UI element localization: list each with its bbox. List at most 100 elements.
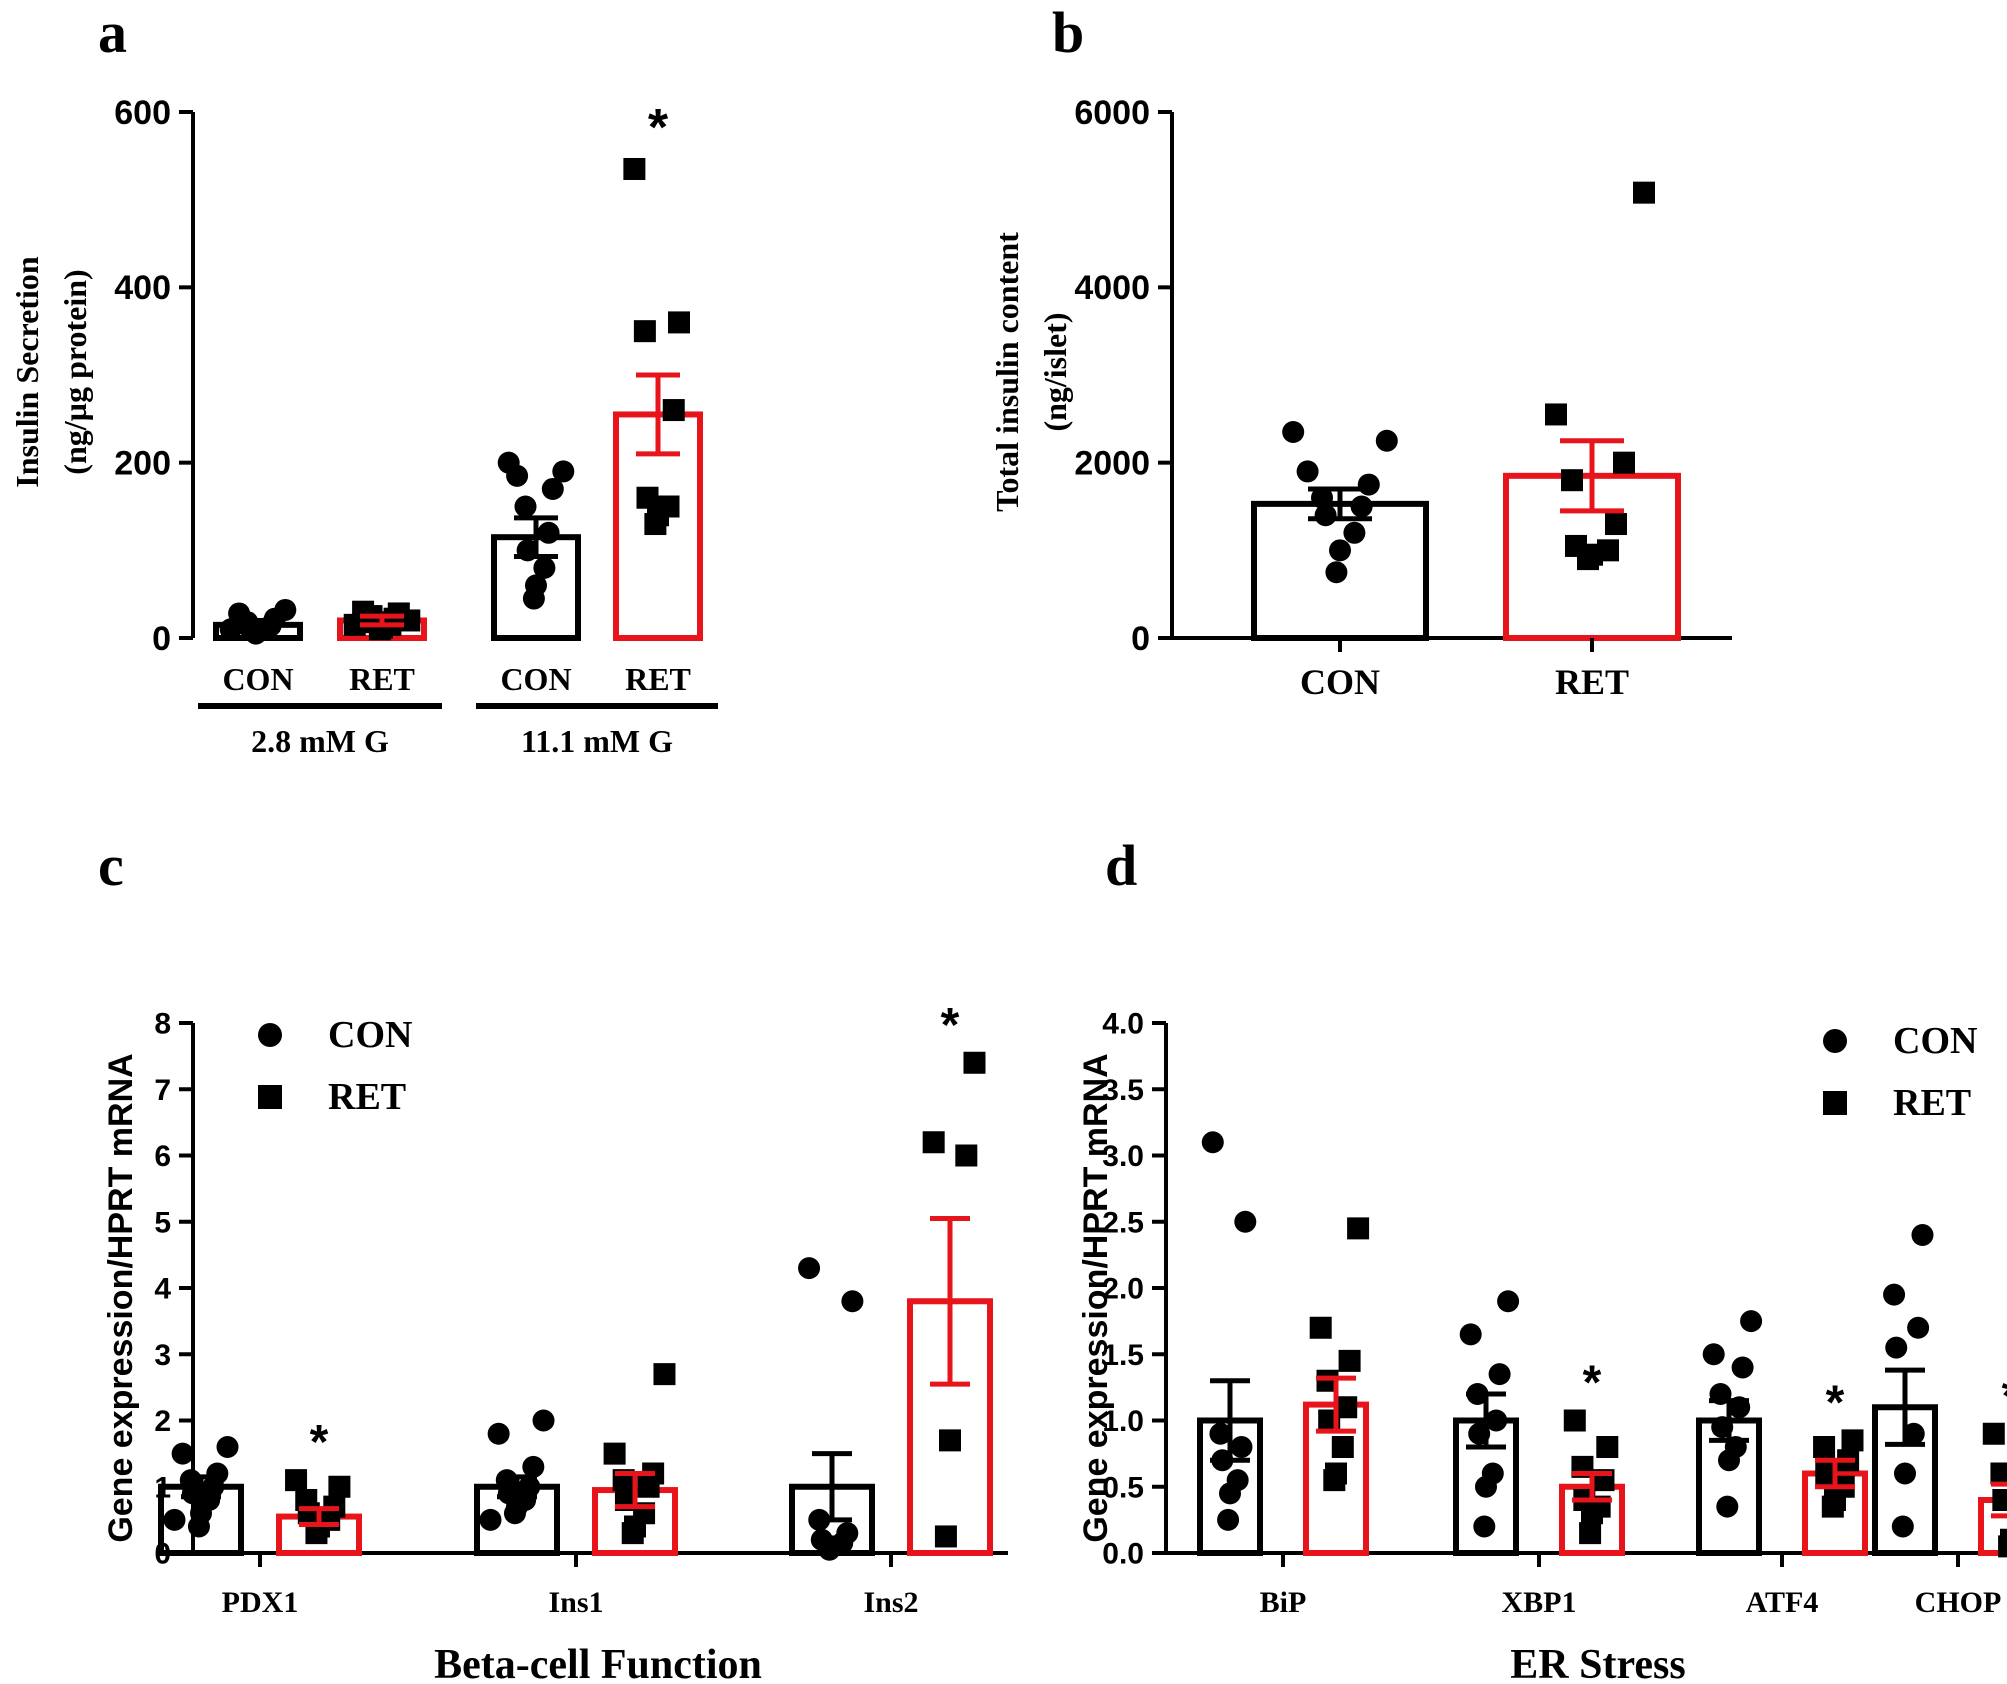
bar-group-con <box>491 451 581 642</box>
bar-group-ret <box>1503 181 1681 642</box>
panel-d-y-tick-label: 1.5 <box>1102 1339 1144 1372</box>
data-point <box>662 399 685 422</box>
data-point <box>1343 521 1366 544</box>
data-point <box>398 609 421 632</box>
panel-d: d Gene expression/HPRT mRNA ER Stress 0.… <box>1077 833 2007 1684</box>
panel-c-y-tick-label: 5 <box>154 1206 171 1239</box>
data-point <box>497 451 520 474</box>
panel-b-y-tick-label: 4000 <box>1074 269 1150 307</box>
data-point <box>955 1144 978 1167</box>
bar-group-ret <box>337 600 427 642</box>
data-point <box>328 1475 351 1498</box>
bar-group-con <box>1696 1310 1763 1556</box>
panel-d-y-tick-label: 2.5 <box>1102 1206 1144 1239</box>
significance-star: * <box>310 1416 329 1469</box>
data-point <box>1209 1422 1232 1445</box>
legend-label-ret: RET <box>1893 1082 1971 1124</box>
data-point <box>1347 1217 1370 1240</box>
data-point <box>1311 486 1333 509</box>
data-point <box>1485 1409 1508 1432</box>
data-point <box>1563 1409 1586 1432</box>
data-point <box>1815 1462 1838 1485</box>
data-point <box>1992 1489 2007 1511</box>
bar-group-ret <box>592 1363 678 1556</box>
panel-b-y-tick-label: 6000 <box>1074 94 1150 132</box>
bar-group-ret <box>1559 1409 1625 1556</box>
panel-d-ylabel: Gene expression/HPRT mRNA <box>1077 1053 1115 1542</box>
data-point <box>525 574 547 597</box>
bar-group-ret <box>1802 1429 1868 1556</box>
panel-d-y-tick-label: 2.0 <box>1102 1273 1144 1306</box>
group-label: 2.8 mM G <box>251 723 389 759</box>
data-point <box>1226 1469 1249 1492</box>
data-point <box>1217 1508 1240 1531</box>
data-point <box>1201 1131 1224 1154</box>
panel-b: b Total insulin content (ng/islet) 0 2000… <box>989 0 1732 702</box>
panel-b-y-tick-label: 2000 <box>1074 445 1150 483</box>
x-category-label: Ins2 <box>863 1586 918 1619</box>
data-point <box>1633 181 1655 204</box>
bar-group-con <box>1872 1224 1938 1556</box>
data-point <box>1891 1515 1914 1538</box>
data-point <box>841 1290 864 1313</box>
data-point <box>963 1051 986 1074</box>
panel-a-ylabel-line-2: (ng/µg protein) <box>57 269 93 474</box>
panel-letter: c <box>98 833 124 898</box>
significance-star: * <box>1583 1357 1602 1410</box>
data-point <box>1597 539 1619 562</box>
data-point <box>1579 1522 1602 1545</box>
data-point <box>1338 1349 1361 1372</box>
data-point <box>1982 1422 2005 1445</box>
panel-letter: b <box>1052 0 1084 65</box>
data-point <box>798 1257 821 1280</box>
data-point <box>934 1525 957 1548</box>
data-point <box>1565 534 1587 557</box>
panel-c-y-tick-label: 8 <box>154 1008 171 1041</box>
legend-marker-con <box>1823 1029 1847 1053</box>
data-point <box>1894 1462 1916 1485</box>
x-category-label: CON <box>500 661 571 697</box>
significance-star: * <box>648 99 669 157</box>
data-point <box>1885 1336 1908 1359</box>
bar-group-ret <box>1978 1422 2007 1558</box>
data-point <box>636 486 659 509</box>
panel-b-ylabel-line-1: Total insulin content <box>989 232 1025 512</box>
x-category-label: CHOP <box>1915 1586 2002 1619</box>
panel-a-y-tick-label: 0 <box>152 620 171 658</box>
panel-b-axes: 0 2000 4000 6000 CON RET <box>1074 94 1732 702</box>
data-point <box>633 320 656 343</box>
x-category-label: PDX1 <box>222 1586 299 1619</box>
data-point <box>219 618 242 641</box>
data-point <box>657 495 680 518</box>
panel-a-ylabel-line-1: Insulin Secretion <box>9 256 45 488</box>
data-point <box>1296 460 1319 483</box>
data-point <box>295 1489 318 1511</box>
data-point <box>623 157 646 180</box>
panel-c-y-tick-label: 6 <box>154 1140 171 1173</box>
x-category-label: RET <box>625 661 691 697</box>
panel-c-y-tick-label: 3 <box>154 1339 171 1372</box>
group-label: 11.1 mM G <box>521 723 673 759</box>
panel-d-y-tick-label: 1.0 <box>1102 1405 1144 1438</box>
panel-d-y-tick-label: 3.5 <box>1102 1074 1144 1107</box>
data-point <box>1545 403 1567 426</box>
data-point <box>1230 1436 1253 1458</box>
data-point <box>1740 1310 1763 1333</box>
data-point <box>1325 561 1348 584</box>
data-point <box>1731 1356 1754 1379</box>
data-point <box>1497 1290 1520 1313</box>
data-point <box>1990 1462 2007 1485</box>
bar-ret <box>1978 1497 2007 1556</box>
x-category-label: XBP1 <box>1502 1586 1577 1619</box>
panel-letter: a <box>98 0 127 65</box>
data-point <box>1605 513 1627 536</box>
data-point <box>1350 495 1373 518</box>
data-point <box>522 1455 545 1478</box>
legend-marker-ret <box>1823 1091 1847 1115</box>
data-point <box>206 1462 229 1485</box>
panel-a-axes: 0 200 400 600 CON RET CON RET * 2.8 mM G 11.1 mM G <box>114 94 718 759</box>
panel-c-y-tick-label: 2 <box>154 1405 171 1438</box>
panel-c-xlabel: Beta-cell Function <box>434 1642 762 1684</box>
